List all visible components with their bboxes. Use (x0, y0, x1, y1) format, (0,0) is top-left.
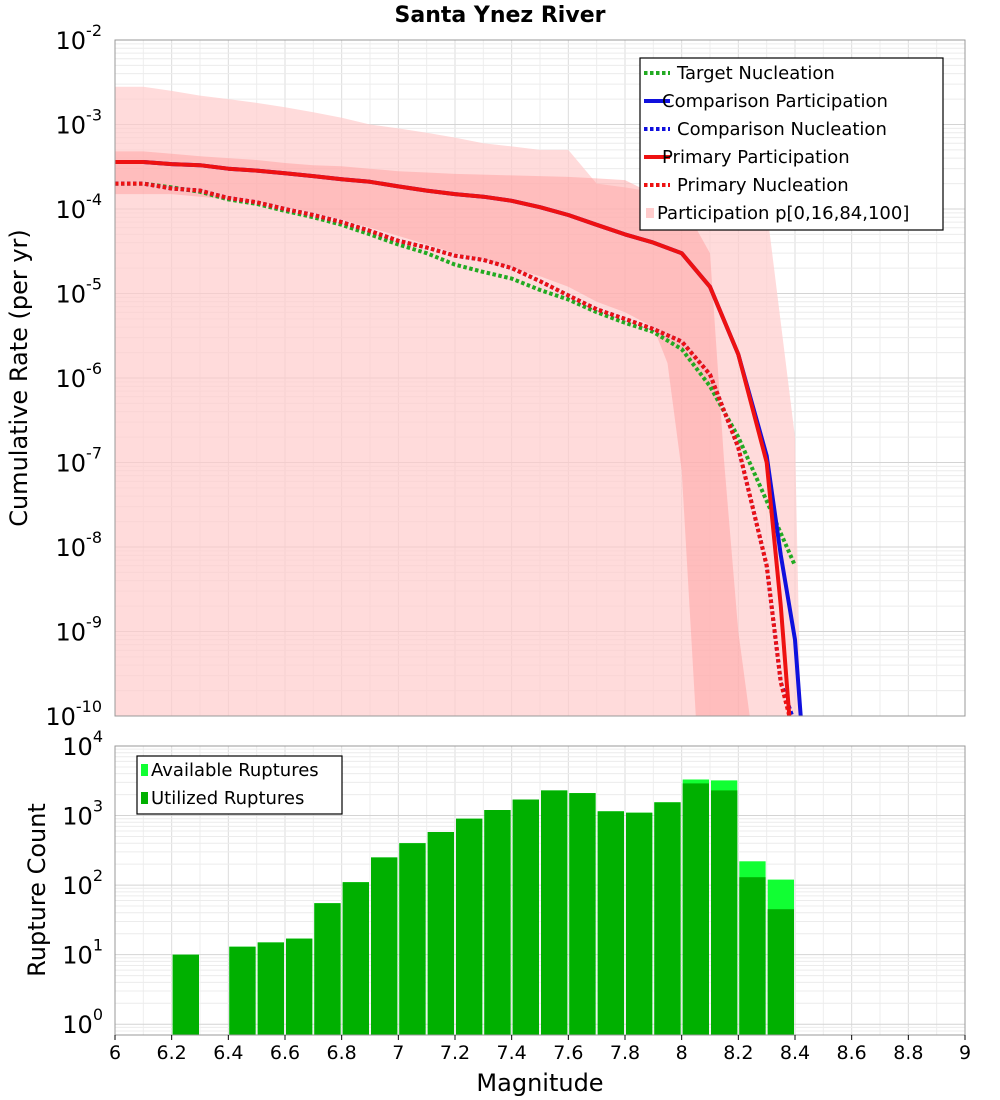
utilized-rupture-bar (626, 812, 653, 1035)
x-tick-label: 9 (959, 1042, 971, 1064)
utilized-rupture-bar (654, 802, 681, 1035)
utilized-rupture-bar (512, 799, 539, 1035)
rupture-bars (172, 779, 794, 1035)
legend-label: Comparison Participation (662, 91, 888, 112)
series-line-primary-nucleation (115, 181, 792, 717)
legend-label: Primary Nucleation (677, 175, 849, 196)
utilized-rupture-bar (371, 857, 398, 1035)
utilized-rupture-bar (682, 783, 709, 1035)
x-tick-label: 7.2 (440, 1042, 470, 1064)
bottom-y-tick-exponent: 4 (93, 727, 103, 746)
legend-band-swatch (646, 208, 654, 218)
top-y-tick-exponent: -10 (76, 697, 102, 716)
utilized-rupture-bar (711, 790, 738, 1035)
x-tick-label: 6.4 (213, 1042, 243, 1064)
legend-label: Comparison Nucleation (677, 119, 887, 140)
bottom-y-tick-exponent: 2 (93, 866, 103, 885)
legend-label: Primary Participation (662, 147, 850, 168)
utilized-rupture-bar (257, 942, 284, 1035)
series-line-primary-participation (115, 160, 792, 717)
bottom-x-ticks: 6 6.2 6.4 6.6 6.8 7 7.2 7.4 7.6 7.8 8 8.2 8.4 8.6 8.8 9 (109, 1035, 971, 1064)
top-plot-frame (114, 39, 966, 717)
participation-bands (115, 86, 801, 716)
utilized-rupture-bar (739, 877, 766, 1035)
utilized-rupture-bar (229, 946, 256, 1035)
utilized-rupture-bar (456, 818, 483, 1035)
legend-label: Participation p[0,16,84,100] (657, 203, 909, 224)
legend-label: Target Nucleation (676, 63, 835, 84)
x-tick-label: 8.4 (780, 1042, 810, 1064)
utilized-rupture-bar (314, 903, 341, 1035)
x-tick-label: 6.2 (157, 1042, 187, 1064)
x-tick-label: 8 (676, 1042, 688, 1064)
bottom-legend: Available Ruptures Utilized Ruptures (136, 755, 343, 815)
utilized-rupture-bar (484, 810, 511, 1035)
utilized-rupture-bar (342, 882, 369, 1035)
utilized-rupture-bar (427, 832, 454, 1035)
top-y-tick-exponent: -5 (86, 275, 102, 294)
top-y-tick-exponent: -4 (86, 190, 102, 209)
bottom-y-tick-exponent: 3 (93, 797, 103, 816)
legend-swatch (141, 792, 148, 804)
bottom-legend-box (136, 755, 343, 815)
band-p0-p100 (115, 86, 801, 716)
x-tick-label: 8.2 (723, 1042, 753, 1064)
x-tick-label: 8.8 (893, 1042, 923, 1064)
bottom-y-tick-label: 101 (62, 936, 103, 970)
top-y-tick-label: 10-8 (56, 528, 103, 562)
top-y-tick-exponent: -6 (86, 359, 102, 378)
rate-lines (115, 160, 803, 717)
top-y-tick-exponent: -8 (86, 528, 102, 547)
chart-title: Santa Ynez River (395, 3, 606, 28)
x-tick-label: 7.4 (497, 1042, 527, 1064)
top-legend: Target Nucleation Comparison Participatio… (639, 57, 944, 231)
legend-swatch (141, 764, 148, 776)
utilized-rupture-bar (597, 811, 624, 1035)
top-legend-items: Target Nucleation Comparison Participatio… (644, 63, 909, 224)
x-tick-label: 6 (109, 1042, 121, 1064)
utilized-rupture-bar (541, 790, 568, 1035)
x-axis-label: Magnitude (476, 1069, 603, 1097)
utilized-rupture-bar (172, 954, 199, 1035)
utilized-rupture-bar (767, 909, 794, 1035)
top-y-tick-label: 10-10 (45, 697, 102, 731)
x-tick-label: 7.6 (553, 1042, 583, 1064)
bottom-y-tick-exponent: 0 (93, 1005, 103, 1024)
bottom-plot-frame (114, 745, 966, 1036)
top-y-tick-exponent: -7 (86, 444, 102, 463)
top-y-tick-exponent: -2 (86, 21, 102, 40)
top-legend-box (639, 57, 944, 231)
top-y-tick-exponent: -3 (86, 106, 102, 125)
bottom-y-tick-exponent: 1 (93, 936, 103, 955)
x-tick-label: 6.6 (270, 1042, 300, 1064)
utilized-rupture-bar (569, 793, 596, 1035)
x-tick-label: 7.8 (610, 1042, 640, 1064)
legend-label: Utilized Ruptures (151, 788, 304, 809)
top-y-tick-exponent: -9 (86, 613, 102, 632)
utilized-rupture-bar (399, 843, 426, 1035)
bottom-legend-items: Available Ruptures Utilized Ruptures (141, 760, 319, 809)
bottom-y-axis-label: Rupture Count (23, 803, 51, 977)
utilized-rupture-bar (286, 938, 313, 1035)
x-tick-label: 7 (392, 1042, 404, 1064)
x-tick-label: 6.8 (327, 1042, 357, 1064)
bottom-y-tick-label: 100 (62, 1005, 103, 1039)
legend-label: Available Ruptures (151, 760, 319, 781)
band-p16-p84 (115, 151, 750, 716)
x-tick-label: 8.6 (837, 1042, 867, 1064)
top-y-axis-label: Cumulative Rate (per yr) (5, 229, 33, 527)
